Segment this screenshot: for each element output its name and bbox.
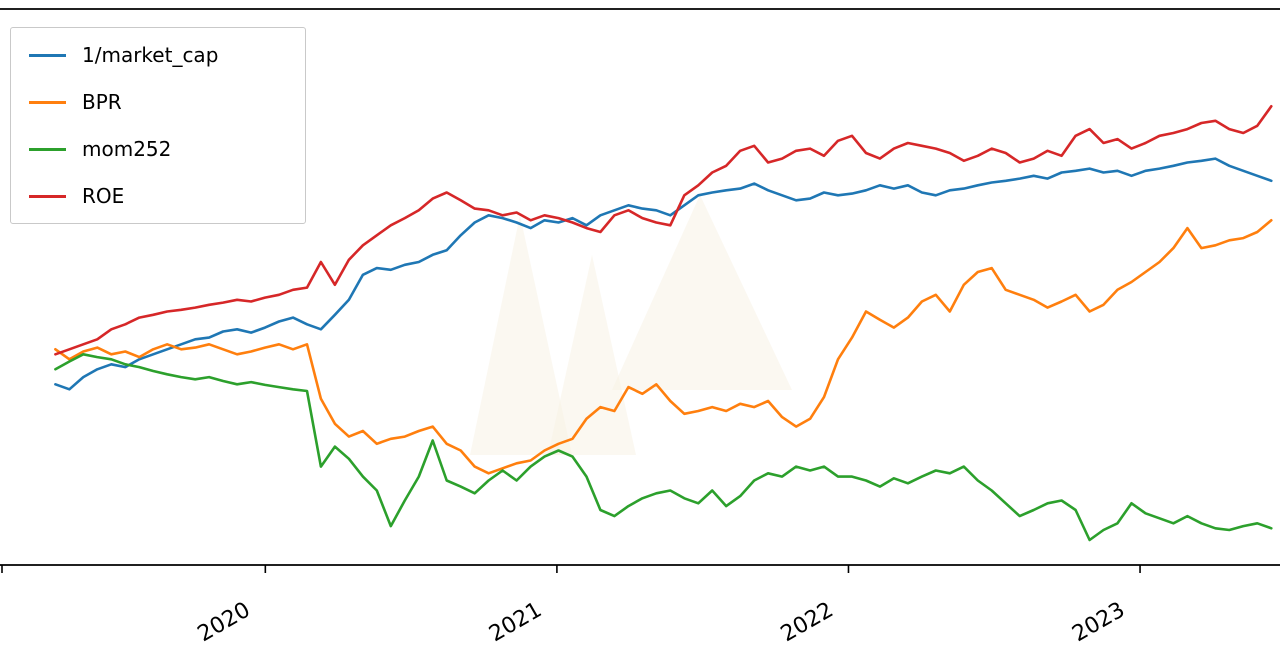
- legend-line-sample: [29, 53, 66, 57]
- x-tick-label: 2020: [194, 598, 255, 648]
- x-tick-label: 2022: [777, 598, 838, 648]
- legend-label: 1/market_cap: [82, 43, 219, 67]
- legend-line-sample: [29, 194, 66, 198]
- series-line-1-market-cap: [54, 157, 1273, 391]
- x-tick-label: 2021: [485, 598, 546, 648]
- legend-item: mom252: [29, 137, 287, 161]
- watermark-shape: [612, 195, 792, 390]
- series-line-roe: [54, 105, 1273, 356]
- watermark-shape: [470, 215, 572, 455]
- legend-line-sample: [29, 100, 66, 104]
- legend-line-sample: [29, 147, 66, 151]
- legend-item: BPR: [29, 90, 287, 114]
- legend-label: ROE: [82, 184, 125, 208]
- x-tick-label: 2023: [1068, 598, 1129, 648]
- series-line-bpr: [54, 219, 1273, 475]
- legend-item: ROE: [29, 184, 287, 208]
- series-line-mom252: [54, 352, 1273, 542]
- watermark-shape: [548, 255, 636, 455]
- legend-label: mom252: [82, 137, 172, 161]
- legend: 1/market_cap BPR mom252 ROE: [10, 27, 306, 224]
- legend-item: 1/market_cap: [29, 43, 287, 67]
- legend-label: BPR: [82, 90, 122, 114]
